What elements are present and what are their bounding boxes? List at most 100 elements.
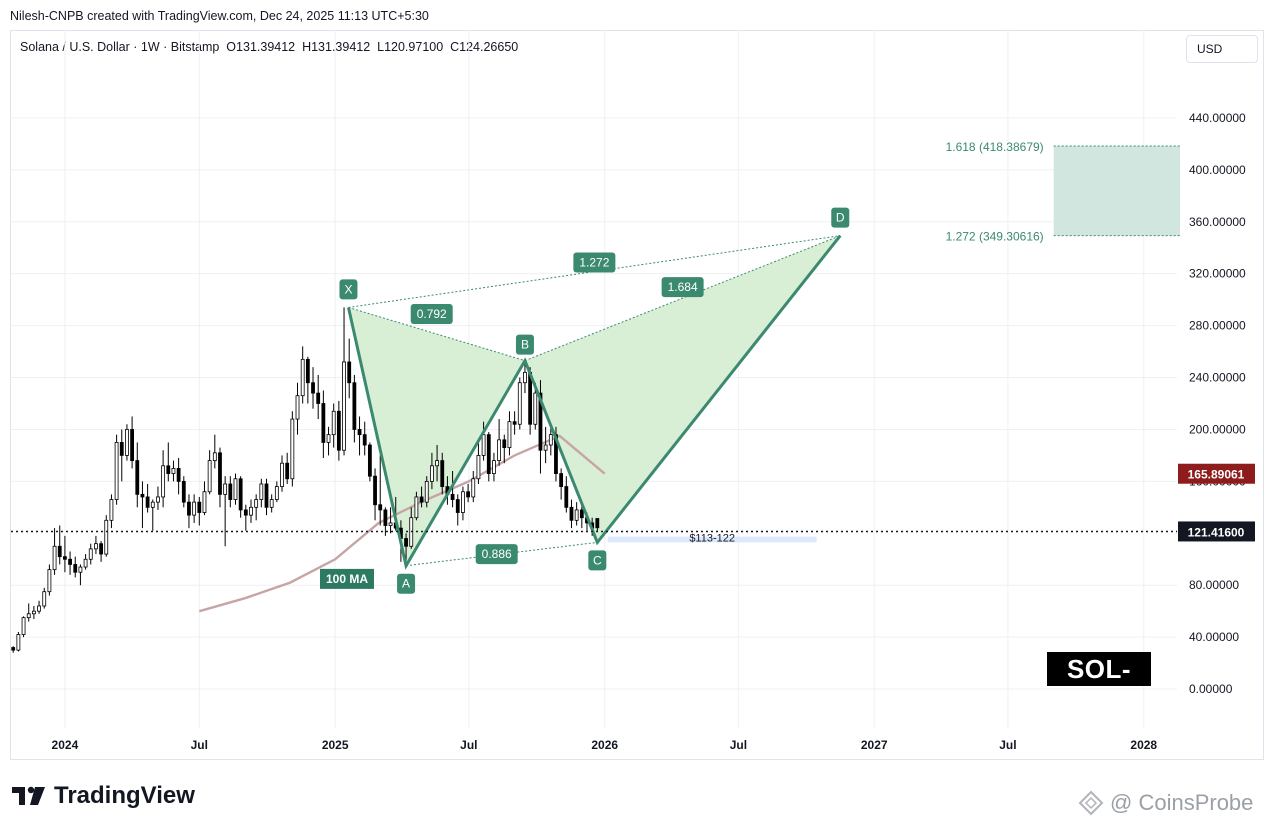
candle-body: [42, 591, 47, 607]
candle: [373, 468, 377, 521]
x-tick-label: 2026: [591, 738, 618, 752]
candle-body: [305, 358, 310, 384]
candle: [181, 476, 186, 508]
candle-body: [233, 478, 238, 500]
candle-body: [533, 392, 538, 425]
candle: [352, 374, 357, 443]
candle: [78, 564, 83, 586]
candle: [290, 411, 295, 487]
candle-body: [125, 429, 129, 456]
candle: [218, 447, 222, 508]
candle: [295, 382, 300, 435]
candle: [326, 426, 331, 456]
candle-body: [78, 566, 83, 573]
point-label-d-bg: [831, 207, 850, 228]
candle: [269, 494, 274, 513]
candle: [202, 481, 207, 516]
candle-body: [99, 543, 103, 555]
currency-selector[interactable]: USD: [1186, 35, 1258, 63]
candle: [497, 419, 502, 466]
candle-body: [114, 442, 119, 500]
candle: [119, 429, 124, 482]
candle-body: [430, 465, 434, 482]
candle-body: [481, 434, 486, 456]
point-label-c: C: [588, 550, 607, 571]
candle-body: [166, 465, 171, 474]
candle-body: [280, 462, 284, 487]
candle: [223, 476, 228, 547]
candle-body: [342, 361, 346, 451]
candle: [243, 504, 248, 531]
tradingview-logo: TradingView: [12, 782, 195, 810]
candle: [94, 535, 98, 555]
candle-body: [461, 491, 465, 513]
ratio-label: 0.886: [475, 544, 518, 565]
candle: [187, 494, 191, 529]
candle: [166, 442, 171, 482]
candle-body: [383, 509, 388, 526]
candle: [595, 518, 600, 533]
point-label-x-bg: [339, 279, 358, 300]
candle-body: [440, 460, 445, 487]
candle: [42, 587, 47, 609]
candle: [197, 496, 202, 526]
candle-body: [507, 421, 512, 449]
candle-body: [243, 509, 248, 516]
candle: [347, 338, 352, 399]
point-label-d-text: D: [836, 211, 845, 225]
y-tick-label: 240.00000: [1189, 371, 1246, 385]
candle: [455, 494, 460, 526]
candle-body: [295, 395, 300, 420]
candle: [440, 452, 445, 495]
candle-body: [476, 455, 481, 480]
candle: [161, 450, 166, 508]
candle-body: [543, 444, 548, 451]
candle-body: [274, 486, 279, 500]
candle: [88, 543, 93, 565]
candle: [492, 452, 496, 482]
candle-body: [331, 410, 336, 436]
candle: [130, 416, 135, 469]
candle-body: [176, 467, 181, 482]
candle-body: [202, 491, 207, 513]
candle: [419, 486, 424, 508]
candle-body: [548, 434, 553, 446]
candle: [367, 442, 372, 482]
candle-body: [83, 558, 88, 568]
candle: [486, 432, 491, 482]
candle: [16, 631, 21, 652]
candle-body: [347, 361, 352, 384]
ratio-label-bg: [410, 304, 453, 325]
chart-frame: [10, 30, 1264, 760]
ma-label: 100 MA: [320, 568, 374, 589]
candle-body: [228, 483, 233, 500]
candle-body: [311, 382, 315, 394]
y-tick-label: 440.00000: [1189, 111, 1246, 125]
fib-target-label: 1.618 (418.38679): [946, 140, 1044, 154]
candle: [171, 460, 176, 482]
candle: [331, 403, 336, 448]
candle-body: [57, 545, 62, 558]
candle-body: [104, 519, 109, 555]
candle: [543, 426, 548, 464]
candle: [461, 486, 465, 521]
candle: [264, 478, 269, 516]
candle-body: [223, 483, 228, 495]
candle: [285, 452, 290, 484]
candle: [156, 486, 160, 510]
candle-body: [73, 564, 78, 573]
candle: [564, 476, 569, 513]
candle-body: [559, 473, 564, 487]
candle-body: [47, 569, 52, 593]
ma-price-tag-bg: [1178, 463, 1255, 484]
candle-body: [502, 439, 507, 449]
candle-body: [135, 460, 140, 495]
candle: [383, 507, 388, 536]
candle-body: [538, 392, 543, 451]
candle: [109, 494, 114, 529]
candle: [300, 346, 305, 404]
candle-body: [150, 501, 155, 508]
candle-body: [63, 556, 67, 560]
zones: 1.618 (418.38679) 1.272 (349.30616) $113-1…: [607, 140, 1180, 544]
